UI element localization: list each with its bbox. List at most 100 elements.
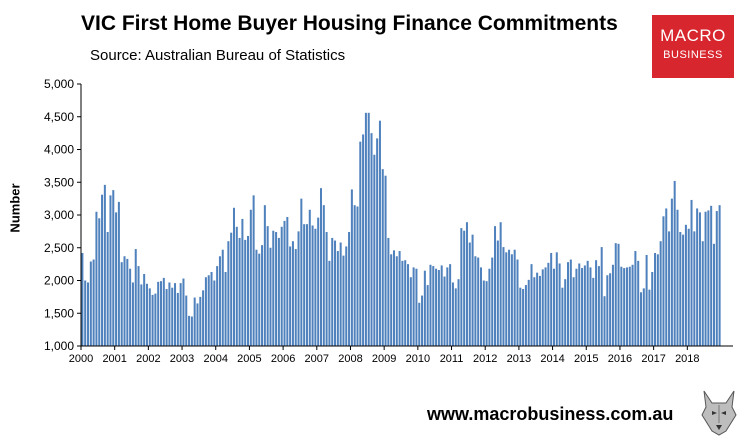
bar [376, 138, 379, 346]
bar [176, 292, 179, 346]
bar [488, 268, 491, 346]
bar [575, 268, 578, 346]
website-url[interactable]: www.macrobusiness.com.au [427, 404, 674, 424]
bar [569, 259, 572, 346]
bar [407, 264, 410, 347]
bar [603, 296, 606, 346]
bar [182, 278, 185, 346]
bar [418, 302, 421, 346]
bar [81, 252, 84, 346]
x-tick-label: 2004 [203, 353, 227, 365]
bar [519, 287, 522, 346]
bar [437, 270, 440, 346]
bar [364, 112, 367, 346]
bar [581, 268, 584, 346]
bar [328, 260, 331, 346]
bar [336, 251, 339, 346]
bar [679, 232, 682, 346]
bar [561, 287, 564, 346]
bar [359, 141, 362, 346]
bar [631, 264, 634, 346]
bar [275, 232, 278, 346]
x-tick-label: 2011 [440, 353, 464, 365]
bar [485, 281, 488, 346]
bar [145, 283, 148, 346]
bar [373, 154, 376, 346]
bar [533, 277, 536, 346]
y-tick-label: 2,000 [44, 274, 74, 288]
bar [611, 264, 614, 346]
bar [291, 241, 294, 346]
bar [510, 254, 513, 346]
bar [280, 226, 283, 346]
bar [98, 218, 101, 346]
bar [572, 277, 575, 346]
bar [701, 241, 704, 346]
bar [592, 277, 595, 346]
bar [185, 295, 188, 346]
bar [109, 195, 112, 346]
chart-subtitle: Source: Australian Bureau of Statistics [90, 47, 346, 64]
bar [263, 205, 266, 346]
bar [305, 224, 308, 346]
x-tick-label: 2003 [170, 353, 194, 365]
bar [224, 271, 227, 346]
macrobusiness-logo[interactable]: MACRO BUSINESS [652, 15, 734, 78]
bar [651, 271, 654, 346]
bar [227, 241, 230, 346]
bar [157, 281, 160, 346]
bar [589, 267, 592, 346]
bar [216, 266, 219, 346]
bar [522, 289, 525, 346]
bar [356, 206, 359, 346]
bar [92, 259, 95, 346]
bar [499, 222, 502, 346]
bar [204, 277, 207, 346]
bar [218, 256, 221, 346]
x-tick-label: 2007 [305, 353, 329, 365]
bar [600, 247, 603, 346]
bar [196, 303, 199, 346]
bar [103, 184, 106, 346]
bar [266, 226, 269, 346]
bar [662, 216, 665, 346]
bar [479, 267, 483, 346]
bar [404, 260, 407, 346]
logo-line1: MACRO [660, 26, 726, 45]
bar [143, 273, 146, 346]
x-tick-label: 2005 [237, 353, 261, 365]
bar [552, 268, 555, 346]
bar [597, 266, 600, 346]
bar [168, 282, 171, 346]
bar [516, 259, 519, 346]
bar [84, 280, 87, 346]
y-tick-label: 1,000 [44, 339, 74, 353]
bar [670, 198, 673, 347]
bar [381, 169, 384, 346]
bar [148, 288, 151, 346]
bar [193, 297, 196, 346]
bar [297, 231, 300, 347]
bar [628, 266, 631, 346]
bar [555, 252, 558, 346]
bar [165, 289, 168, 346]
bar [221, 249, 224, 346]
bar [654, 252, 657, 346]
bar [370, 133, 373, 347]
bar [443, 276, 446, 346]
x-tick-label: 2016 [608, 353, 632, 365]
bar [536, 272, 539, 346]
y-tick-label: 3,500 [44, 175, 74, 189]
bar [547, 262, 550, 346]
bar [134, 249, 137, 346]
bar [550, 252, 553, 346]
bar [283, 220, 286, 346]
bar [238, 237, 241, 346]
x-tick-label: 2013 [507, 353, 531, 365]
bar [496, 240, 499, 346]
bar [362, 134, 365, 346]
bar [426, 285, 429, 346]
bar [277, 237, 280, 346]
bar [384, 175, 387, 346]
x-tick-label: 2006 [271, 353, 295, 365]
